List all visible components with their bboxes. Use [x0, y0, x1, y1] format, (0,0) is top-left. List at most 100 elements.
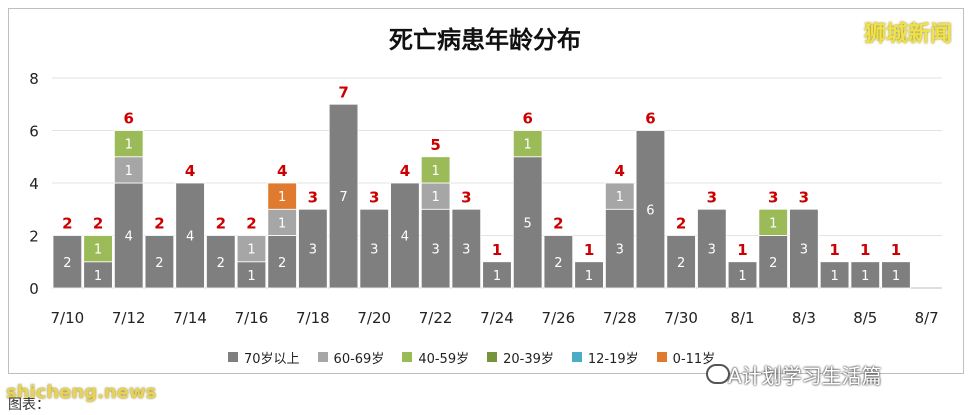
bar-segment [267, 182, 297, 210]
bar-segment-label: 2 [63, 256, 71, 271]
x-tick-label: 8/7 [915, 309, 939, 327]
bar-segment [574, 261, 604, 289]
bar-segment [359, 208, 389, 289]
legend-swatch [487, 352, 498, 362]
x-tick-label: 7/10 [51, 309, 85, 327]
bar-segment-label: 4 [125, 230, 133, 245]
bar-segment-label: 1 [431, 164, 439, 179]
bar-total-label: 4 [277, 162, 287, 180]
bar-total-label: 2 [553, 215, 563, 233]
bar-segment [83, 235, 113, 263]
legend-label: 70岁以上 [244, 351, 300, 367]
bar-total-label: 2 [216, 215, 226, 233]
bar-total-label: 6 [645, 110, 655, 128]
y-tick-label: 8 [29, 70, 39, 88]
bar-segment [236, 235, 267, 263]
bar-segment [298, 208, 328, 289]
bar-segment-label: 1 [431, 190, 439, 205]
bar-segment-label: 4 [401, 230, 409, 245]
figure-caption: 图表： [8, 397, 127, 413]
bar-segment-label: 2 [278, 256, 286, 271]
bar-total-label: 1 [584, 241, 594, 259]
x-tick-label: 7/26 [542, 309, 576, 327]
x-tick-label: 8/3 [792, 309, 816, 327]
bar-segment [666, 235, 696, 289]
bar-total-label: 1 [737, 241, 747, 259]
bar-segment-label: 1 [493, 269, 501, 284]
bar-segment-label: 5 [524, 216, 532, 231]
bar-segment [789, 208, 819, 289]
bar-segment-label: 1 [125, 164, 133, 179]
bar-total-label: 3 [768, 188, 778, 206]
bar-segment-label: 1 [247, 269, 255, 284]
x-tick-label: 7/28 [603, 309, 637, 327]
bar-segment [113, 156, 144, 184]
x-tick-label: 7/14 [173, 309, 207, 327]
bar-segment-label: 2 [769, 256, 777, 271]
bar-segment-label: 2 [677, 256, 685, 271]
bar-segment-label: 1 [738, 269, 746, 284]
bar-segment-label: 3 [708, 243, 716, 258]
bar-total-label: 2 [154, 215, 164, 233]
bar-segment [83, 261, 113, 289]
legend-item: 0-11岁 [656, 348, 715, 367]
bar-total-label: 2 [246, 215, 256, 233]
legend-item: 70岁以上 [228, 348, 300, 367]
bar-segment [512, 130, 543, 158]
bar-total-label: 1 [891, 241, 901, 259]
bar-segment-label: 3 [616, 243, 624, 258]
bar-segment [635, 130, 666, 289]
chart-title: 死亡病患年龄分布 [389, 26, 581, 54]
bar-segment-label: 2 [155, 256, 163, 271]
legend-item: 60-69岁 [317, 348, 384, 367]
legend-item: 12-19岁 [571, 348, 639, 367]
bar-segment-label: 3 [431, 243, 439, 258]
bar-total-label: 3 [707, 188, 717, 206]
bar-total-label: 3 [369, 188, 379, 206]
legend: 70岁以上 60-69岁 40-59岁 20-39岁 12-19岁 0-11岁 [228, 346, 715, 368]
bar-segment [605, 208, 635, 289]
x-tick-label: 7/24 [480, 309, 514, 327]
bar-total-label: 5 [430, 136, 440, 154]
legend-item: 20-39岁 [487, 348, 554, 367]
x-tick-label: 8/1 [730, 309, 754, 327]
bar-total-label: 2 [93, 215, 103, 233]
bar-total-label: 1 [492, 241, 502, 259]
bar-segment-label: 2 [217, 256, 225, 271]
bar-segment [206, 235, 236, 289]
watermark-right: A计划学习生活篇 [728, 364, 882, 388]
legend-swatch [317, 352, 328, 362]
bar-total-label: 4 [400, 162, 410, 180]
bar-segment-label: 1 [278, 190, 286, 205]
bar-segment [113, 182, 144, 289]
watermark-left: shicheng.news [6, 382, 157, 403]
bar-segment-label: 3 [309, 243, 317, 258]
y-tick-label: 6 [29, 123, 39, 141]
bar-segment-label: 1 [861, 269, 869, 284]
bar-total-label: 6 [522, 110, 532, 128]
bar-segment-label: 1 [830, 269, 838, 284]
bar-segment [543, 235, 574, 289]
bar-segment [144, 235, 175, 289]
bar-segment [758, 208, 788, 236]
bar-segment [175, 182, 205, 289]
wechat-icon [706, 364, 730, 384]
bar-total-label: 2 [62, 215, 72, 233]
bar-segment [697, 208, 727, 289]
bar-segment-label: 3 [800, 243, 808, 258]
bar-total-label: 3 [308, 188, 318, 206]
bar-segment-label: 1 [125, 138, 133, 153]
bar-segment-label: 1 [94, 269, 102, 284]
bar-segment-label: 1 [524, 138, 532, 153]
bar-segment-label: 3 [462, 243, 470, 258]
y-tick-label: 2 [29, 228, 39, 246]
bar-total-label: 4 [185, 162, 195, 180]
bar-segment-label: 3 [370, 243, 378, 258]
x-tick-label: 7/22 [419, 309, 453, 327]
bar-total-label: 6 [124, 110, 134, 128]
bar-segment [451, 208, 482, 289]
bar-segment-label: 4 [186, 230, 194, 245]
bar-segment [52, 235, 83, 289]
x-tick-label: 7/16 [235, 309, 269, 327]
bar-segment [512, 156, 543, 289]
